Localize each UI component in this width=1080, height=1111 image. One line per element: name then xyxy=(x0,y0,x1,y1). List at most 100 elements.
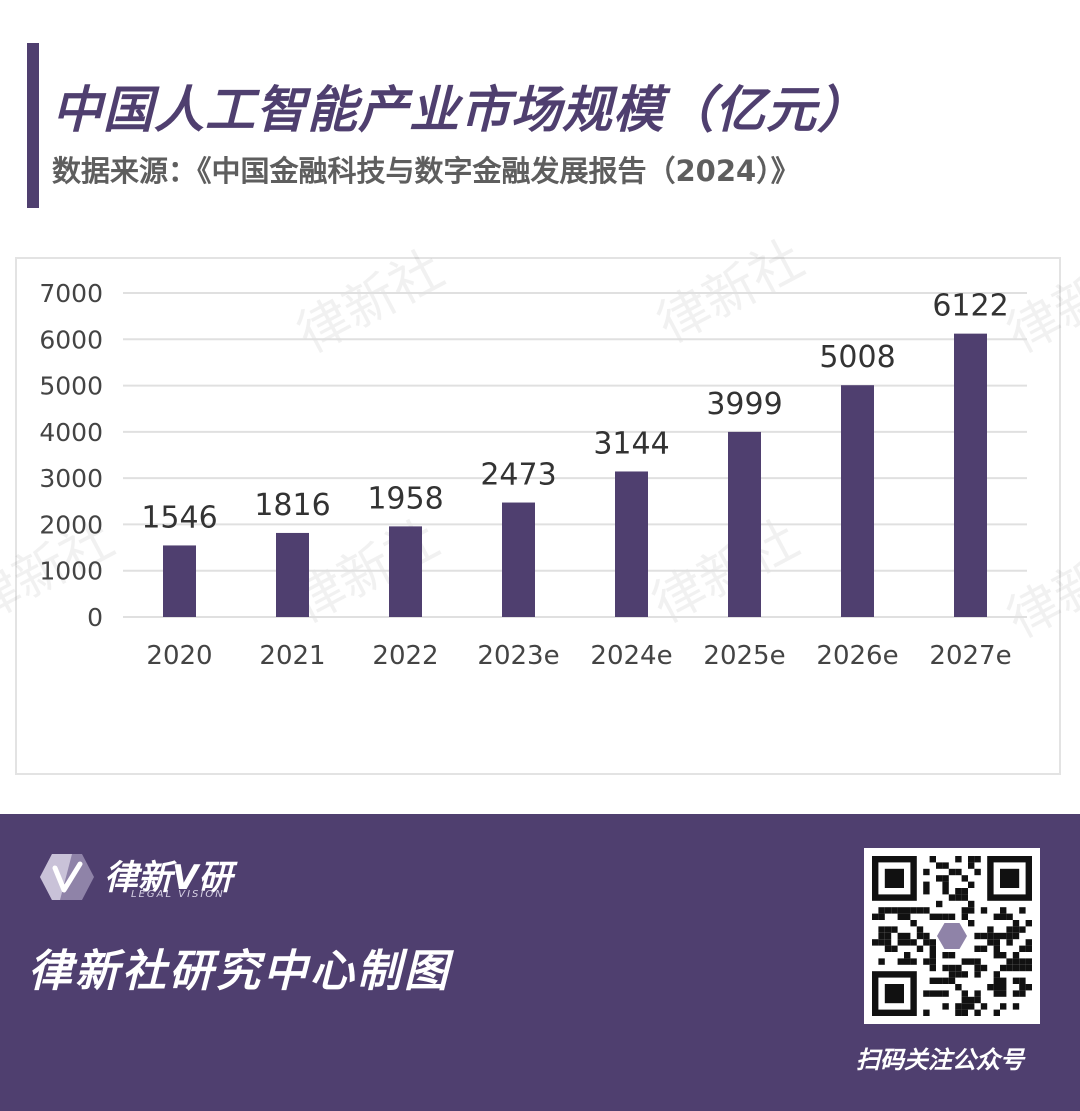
qr-module xyxy=(974,996,981,1004)
qr-module xyxy=(1025,920,1032,927)
qr-module xyxy=(891,926,898,933)
qr-module xyxy=(897,939,904,946)
data-source: 数据来源：《中国金融科技与数字金融发展报告（2024）》 xyxy=(52,154,800,188)
qr-module xyxy=(904,907,911,914)
qr-module xyxy=(968,1003,975,1010)
qr-module xyxy=(1012,958,1020,965)
page-title: 中国人工智能产业市场规模（亿元） xyxy=(52,81,868,139)
bar xyxy=(841,385,874,617)
qr-module xyxy=(987,926,994,933)
qr-finder xyxy=(1000,868,1020,888)
qr-module xyxy=(1012,990,1020,997)
data-label: 6122 xyxy=(932,289,1008,324)
qr-module xyxy=(1006,932,1013,940)
qr-finder xyxy=(884,984,904,1004)
qr-module xyxy=(1006,964,1013,972)
qr-module xyxy=(968,907,975,914)
y-tick-label: 1000 xyxy=(39,557,103,586)
qr-module xyxy=(910,907,917,914)
qr-module xyxy=(1012,964,1020,972)
x-tick-label: 2023e xyxy=(477,641,559,671)
chart-credit: 律新社研究中心制图 xyxy=(28,946,451,997)
qr-module xyxy=(923,990,930,997)
qr-module xyxy=(1000,907,1007,914)
qr-module xyxy=(948,964,956,972)
qr-module xyxy=(1019,984,1026,991)
qr-module xyxy=(929,977,936,984)
y-tick-label: 0 xyxy=(87,603,103,632)
qr-module xyxy=(961,971,968,978)
qr-module xyxy=(897,932,904,940)
qr-module xyxy=(904,932,911,940)
qr-module xyxy=(993,1009,1000,1016)
qr-module xyxy=(974,1009,981,1016)
qr-module xyxy=(1000,932,1007,940)
qr-module xyxy=(1012,932,1020,940)
qr-module xyxy=(897,958,904,965)
qr-module xyxy=(878,958,885,965)
qr-module xyxy=(1019,945,1026,952)
qr-module xyxy=(993,990,1000,997)
qr-module xyxy=(929,939,936,946)
qr-module xyxy=(955,856,962,863)
bar-chart: 0 1000 2000 3000 4000 5000 6000 7000 1546 2020 181… xyxy=(39,279,1027,671)
qr-module xyxy=(961,894,968,901)
data-label: 3144 xyxy=(593,426,669,461)
qr-module xyxy=(1006,939,1013,946)
qr-module xyxy=(993,984,1000,991)
bar xyxy=(276,532,309,617)
qr-module xyxy=(961,1009,968,1016)
qr-module xyxy=(942,977,949,984)
data-label: 3999 xyxy=(706,387,782,422)
qr-module xyxy=(872,939,879,946)
qr-module xyxy=(968,996,975,1004)
qr-module xyxy=(993,939,1000,946)
y-tick-label: 6000 xyxy=(39,325,103,354)
qr-module xyxy=(974,856,981,863)
qr-module xyxy=(1000,913,1007,920)
qr-module xyxy=(942,952,949,959)
qr-module xyxy=(916,932,924,940)
qr-module xyxy=(923,907,930,914)
qr-module xyxy=(987,932,994,940)
qr-module xyxy=(910,939,917,946)
qr-module xyxy=(974,990,981,997)
qr-module xyxy=(872,913,879,920)
qr-module xyxy=(891,945,898,952)
qr-module xyxy=(878,913,885,920)
qr-module xyxy=(993,952,1000,959)
qr-module xyxy=(987,939,994,946)
qr-module xyxy=(961,907,968,914)
qr-module xyxy=(1012,920,1020,927)
qr-module xyxy=(916,907,924,914)
y-tick-label: 3000 xyxy=(39,464,103,493)
qr-module xyxy=(923,868,930,876)
qr-module xyxy=(993,932,1000,940)
qr-module xyxy=(923,888,930,895)
qr-module xyxy=(1006,926,1013,933)
x-tick-label: 2026e xyxy=(816,641,898,671)
qr-module xyxy=(955,1009,962,1016)
qr-module xyxy=(993,971,1000,978)
qr-module xyxy=(1025,964,1032,972)
qr-module xyxy=(923,932,930,940)
qr-module xyxy=(923,1009,930,1016)
qr-module xyxy=(1025,958,1032,965)
qr-module xyxy=(936,913,943,920)
qr-module xyxy=(923,939,930,946)
qr-module xyxy=(923,881,930,888)
y-tick-label: 4000 xyxy=(39,418,103,447)
qr-module xyxy=(974,868,981,876)
qr-module xyxy=(948,971,956,978)
y-tick-label: 7000 xyxy=(39,279,103,308)
qr-module xyxy=(961,913,968,920)
qr-module xyxy=(993,913,1000,920)
qr-module xyxy=(942,990,949,997)
x-tick-label: 2025e xyxy=(703,641,785,671)
qr-module xyxy=(929,945,936,952)
qr-module xyxy=(987,984,994,991)
y-tick-label: 5000 xyxy=(39,372,103,401)
qr-module xyxy=(1000,984,1007,991)
qr-module xyxy=(1019,977,1026,984)
qr-module xyxy=(955,894,962,901)
